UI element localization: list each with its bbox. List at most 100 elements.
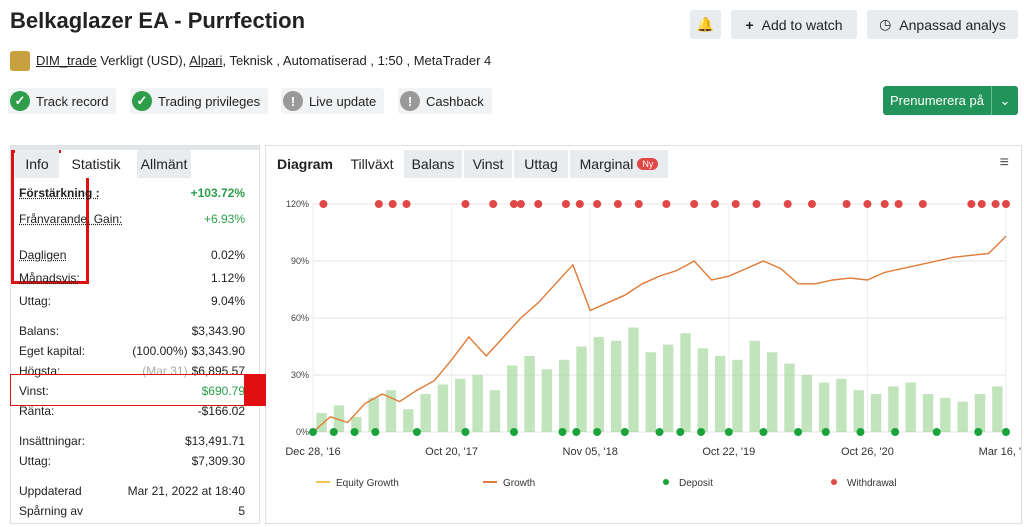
activity-bar [940, 397, 951, 432]
deposit-dot [558, 428, 567, 436]
stat-value: Mar 21, 2022 at 18:40 [127, 484, 245, 498]
withdrawal-dot [509, 200, 518, 208]
stat-label: Balans: [19, 324, 60, 338]
stat-value-wrap: $7,309.30 [192, 454, 245, 468]
activity-bar [749, 340, 760, 432]
add-watch-button[interactable]: + Add to watch [731, 10, 857, 39]
settings-icon[interactable]: ≡ [999, 154, 1009, 171]
chart-panel: 0% 30% 60% 90% 120% Dec 28, '16 Oct 20, '17 Nov… [265, 145, 1022, 524]
withdrawal-dot [1002, 200, 1010, 208]
stat-value-wrap: 0.02% [211, 248, 245, 262]
deposit-dot [620, 428, 629, 436]
badge-label: Live update [309, 93, 377, 109]
separator [11, 148, 259, 149]
stat-value: +103.72% [190, 186, 245, 200]
tab-label: Marginal [579, 156, 634, 172]
stat-value: 5 [238, 504, 245, 518]
x-tick-label: Oct 26, '20 [841, 446, 894, 458]
y-tick-label: 30% [291, 370, 309, 380]
stat-label: Vinst: [19, 384, 49, 398]
withdrawal-dot [662, 200, 671, 208]
stat-value-wrap: 9.04% [211, 294, 245, 308]
deposit-dot [371, 428, 380, 436]
stat-value: 1.12% [210, 271, 245, 285]
avatar [10, 51, 30, 71]
stat-value-wrap: $3,343.90 [192, 324, 245, 338]
tab[interactable]: Info [15, 150, 59, 178]
activity-bar [905, 382, 916, 432]
subscribe-button[interactable]: Prenumerera på ⌄ [883, 86, 1018, 115]
withdrawal-dot [516, 200, 525, 208]
user-link[interactable]: DIM_trade [36, 53, 97, 68]
stat-label: Uppdaterad [19, 484, 82, 498]
withdrawal-dot [731, 200, 740, 208]
activity-bar [662, 344, 674, 432]
activity-bar [455, 378, 466, 432]
stat-row: Spårning av 5 [19, 504, 245, 518]
stat-row: Förstärkning : +103.72% [19, 186, 245, 200]
activity-bar [818, 382, 830, 432]
stat-value: 9.04% [210, 294, 245, 308]
stat-value: $690.79 [201, 384, 245, 398]
activity-bar [420, 394, 431, 432]
stat-value: $3,343.90 [191, 344, 245, 358]
activity-bar [316, 413, 327, 432]
chart-tab[interactable]: Marginal Ny [570, 150, 668, 178]
chart-tab[interactable]: Diagram [272, 150, 338, 178]
badge: ✓ Trading privileges [130, 88, 269, 114]
withdrawal-dot [894, 200, 903, 208]
stat-value: 0.02% [210, 248, 245, 262]
highlight-row [10, 374, 262, 406]
deposit-dot [412, 428, 421, 436]
withdrawal-dot [575, 200, 584, 208]
stat-value: +6.93% [203, 212, 245, 226]
stat-value: $7,309.30 [191, 454, 245, 468]
activity-bar [922, 394, 934, 432]
chart-tab[interactable]: Vinst [464, 150, 512, 178]
highlight-tab [244, 374, 266, 406]
badge: ! Live update [281, 88, 385, 114]
activity-bar [732, 359, 743, 432]
withdrawal-dot [977, 200, 986, 208]
stat-label: Dagligen [19, 248, 67, 262]
label: Prenumerera på [890, 93, 984, 108]
tab-label: Uttag [524, 156, 558, 172]
y-tick-label: 60% [291, 313, 309, 323]
deposit-dot [572, 428, 581, 436]
deposit-dot [794, 428, 803, 436]
stat-label: Månadsvis: [19, 271, 80, 285]
activity-bar [385, 390, 397, 432]
y-tick-label: 90% [291, 256, 309, 266]
activity-bar [507, 365, 518, 432]
bell-button[interactable]: 🔔 [690, 10, 721, 39]
growth-line [312, 235, 1007, 433]
stat-row: Uttag: 9.04% [19, 294, 245, 308]
activity-bar [524, 356, 535, 432]
legend-label: Deposit [679, 478, 713, 489]
broker-link[interactable]: Alpari [189, 53, 223, 68]
stat-row: Uttag: $7,309.30 [19, 454, 245, 468]
legend-swatch [663, 479, 669, 485]
stat-row: Balans: $3,343.90 [19, 324, 245, 338]
stat-label: Spårning av [19, 504, 84, 518]
stats-panel: Info Statistik Allmänt Förstärkning : +103.7… [10, 145, 260, 524]
stat-label: Insättningar: [19, 434, 86, 448]
deposit-dot [697, 428, 706, 436]
deposit-dot [329, 428, 338, 436]
activity-bar [853, 390, 864, 432]
tab[interactable]: Statistik [61, 150, 131, 178]
legend-label: Growth [503, 478, 535, 489]
chart-tab[interactable]: Balans [404, 150, 462, 178]
chart-tab[interactable]: Uttag [514, 150, 568, 178]
x-tick-label: Mar 16, '22 [979, 446, 1021, 458]
badge: ! Cashback [398, 88, 492, 114]
stat-row: Uppdaterad Mar 21, 2022 at 18:40 [19, 484, 245, 498]
activity-bar [836, 378, 847, 432]
page-title: Belkaglazer EA - Purrfection [10, 8, 306, 33]
chart-tab[interactable]: Tillväxt [342, 150, 402, 178]
tab[interactable]: Allmänt [137, 150, 191, 178]
analysis-button[interactable]: ◷ Anpassad analys [867, 10, 1018, 39]
account: Verkligt (USD), [100, 53, 187, 68]
stat-row: Månadsvis: 1.12% [19, 271, 245, 285]
